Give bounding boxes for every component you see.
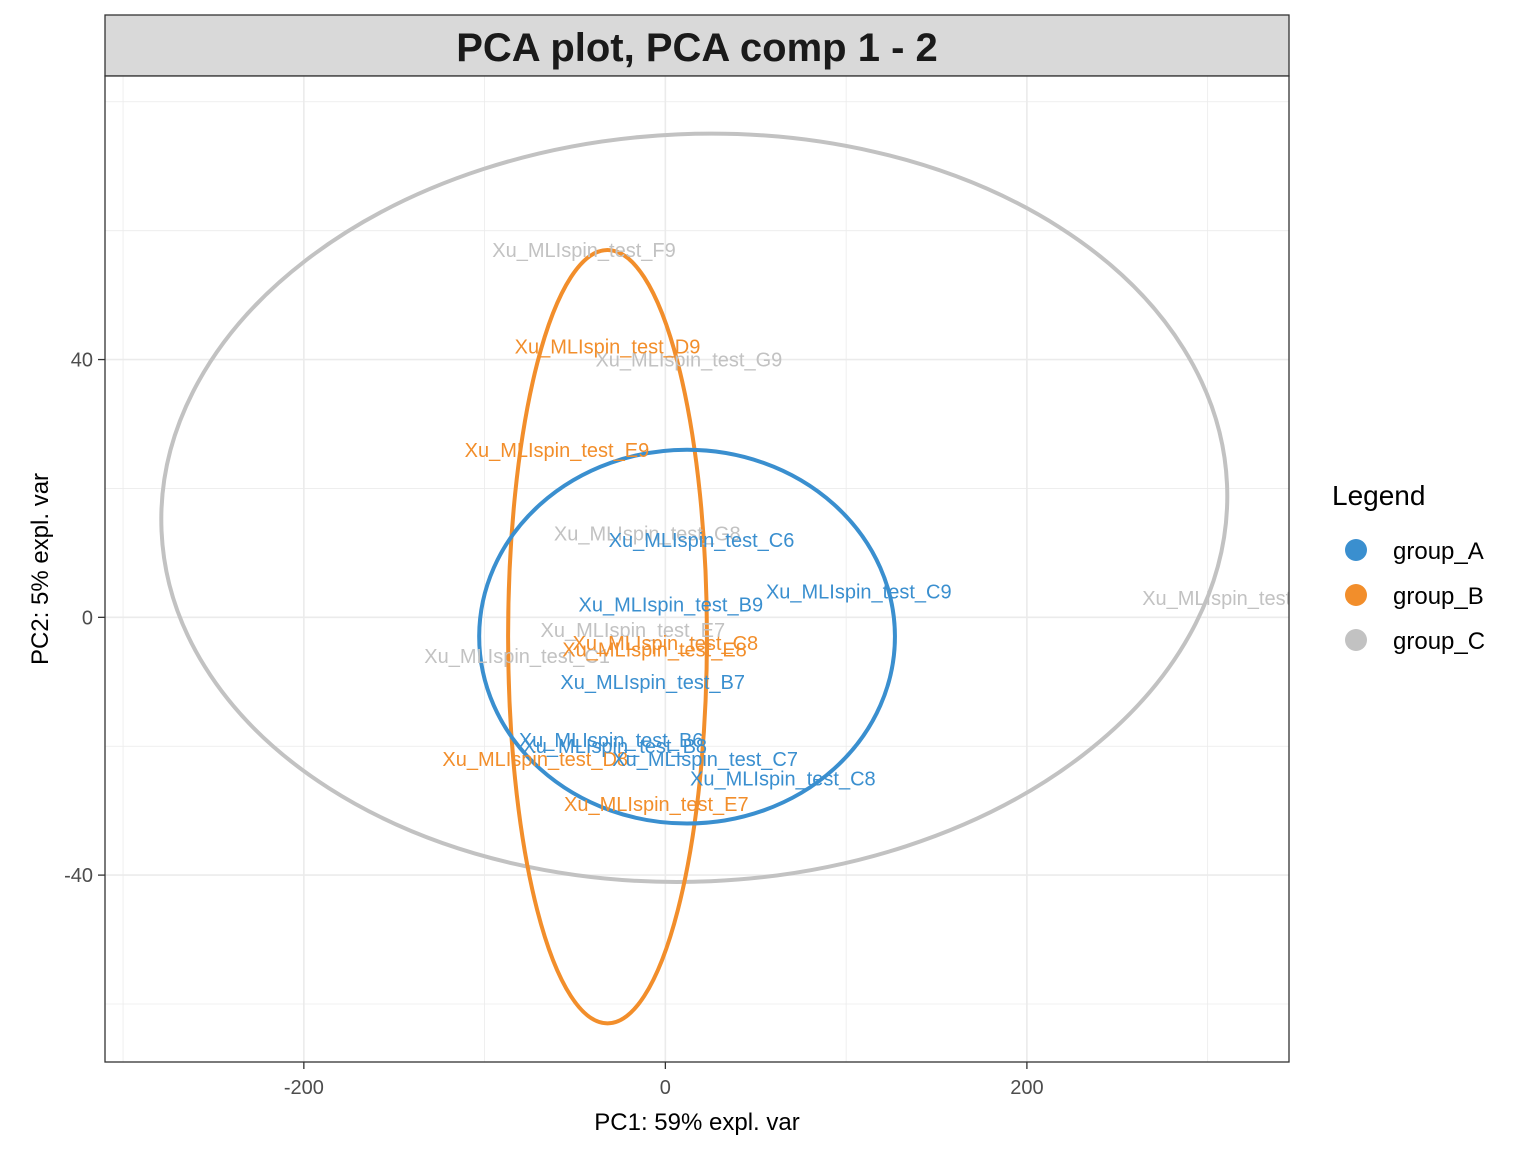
legend-label-group_C: group_C (1393, 628, 1485, 655)
x-axis-ticks: -200 0 200 (284, 1062, 1044, 1099)
grid-lines (105, 76, 1289, 1062)
point-label: Xu_MLIspin_test_G9 (595, 350, 782, 372)
point-label: Xu_MLIspin_test_C8 (690, 768, 876, 790)
point-label: Xu_MLIspin_test (1142, 588, 1291, 610)
chart-title: PCA plot, PCA comp 1 - 2 (456, 26, 938, 70)
ellipse-group_C (159, 131, 1230, 884)
point-label: Xu_MLIspin_test_B7 (560, 672, 745, 694)
legend-label-group_A: group_A (1393, 538, 1484, 565)
x-tick-label: 200 (1010, 1077, 1043, 1099)
x-tick-label: 0 (660, 1077, 671, 1099)
point-label: Xu_MLIspin_test_C8 (573, 633, 759, 655)
legend-key-group_B (1345, 584, 1367, 606)
legend-label-group_B: group_B (1393, 583, 1484, 610)
point-label: Xu_MLIspin_test_G8 (554, 524, 741, 546)
plot-panel (105, 76, 1289, 1062)
y-tick-label: 40 (71, 350, 93, 372)
point-label: Xu_MLIspin_test_E9 (465, 440, 650, 462)
point-label: Xu_MLIspin_test_C7 (612, 749, 798, 771)
y-tick-label: -40 (64, 865, 93, 887)
legend-title: Legend (1332, 480, 1425, 511)
point-label: Xu_MLIspin_test_C9 (766, 582, 952, 604)
x-tick-label: -200 (284, 1077, 324, 1099)
point-label: Xu_MLIspin_test_D9 (515, 337, 701, 359)
legend-key-group_C (1345, 629, 1367, 651)
y-axis-title: PC2: 5% expl. var (27, 473, 54, 665)
legend: group_A group_B group_C (1345, 538, 1485, 655)
point-label: Xu_MLIspin_test_B9 (579, 594, 764, 616)
point-label: Xu_MLIspin_test_B6 (519, 730, 704, 752)
ellipse-group_B (506, 248, 709, 1026)
point-label: Xu_MLIspin_test_B8 (522, 736, 707, 758)
point-label: Xu_MLIspin_test_E7 (541, 620, 726, 642)
point-label: Xu_MLIspin_test_F9 (492, 240, 675, 262)
point-label: Xu_MLIspin_test_D8 (442, 749, 628, 771)
legend-key-group_A (1345, 539, 1367, 561)
title-strip (104, 14, 1290, 77)
y-axis-ticks: -40 0 40 (64, 350, 105, 887)
plot-panel-border (104, 75, 1290, 1063)
group-ellipses (159, 131, 1230, 1026)
point-label: Xu_MLIspin_test_C6 (609, 530, 795, 552)
ellipse-group_A (477, 447, 897, 826)
x-axis-title: PC1: 59% expl. var (594, 1109, 799, 1136)
point-label: Xu_MLIspin_test_E7 (564, 794, 749, 816)
point-label: Xu_MLIspin_test_C1 (424, 646, 610, 668)
point-label: Xu_MLIspin_test_E8 (562, 640, 747, 662)
point-labels: Xu_MLIspin_test_F9Xu_MLIspin_test_G9Xu_M… (424, 240, 1291, 816)
y-tick-label: 0 (82, 607, 93, 629)
